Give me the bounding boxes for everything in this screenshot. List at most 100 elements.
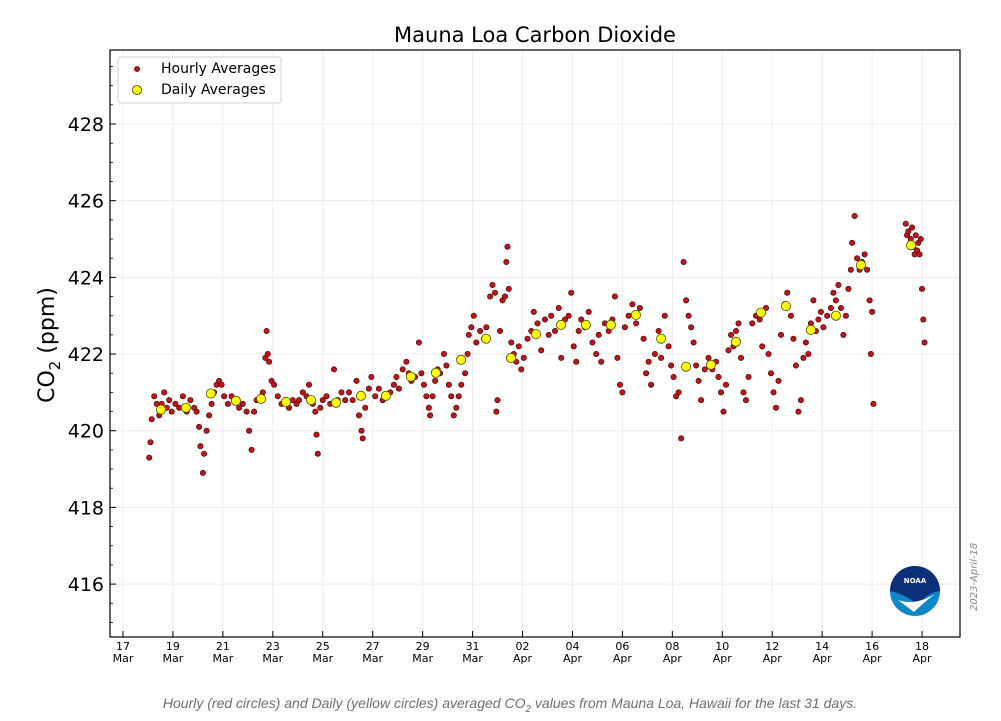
x-tick-label-day: 04 [565,640,579,653]
daily-point [830,310,841,321]
hourly-point [578,316,585,323]
noaa-logo-text: NOAA [904,577,927,585]
hourly-point [651,350,658,357]
hourly-point [749,320,756,327]
hourly-point [420,381,427,388]
hourly-point [815,316,822,323]
hourly-point [179,393,186,400]
hourly-point [172,400,179,407]
hourly-point [274,393,281,400]
x-tick-label-day: 02 [516,640,530,653]
hourly-point [820,324,827,331]
hourly-point [224,400,231,407]
hourly-point [208,400,215,407]
x-tick-label-month: Apr [713,652,733,665]
hourly-point [680,258,687,265]
hourly-point [362,404,369,411]
hourly-point [313,431,320,438]
x-tick-label-day: 19 [166,640,180,653]
hourly-point [427,412,434,419]
hourly-point [917,236,924,243]
hourly-point [251,408,258,415]
x-tick-label-day: 29 [416,640,430,653]
x-tick-label-day: 23 [266,640,280,653]
hourly-point [916,251,923,258]
daily-point [681,361,692,372]
hourly-point [375,385,382,392]
hourly-point [503,258,510,265]
hourly-point [390,381,397,388]
hourly-point [698,397,705,404]
hourly-point [765,350,772,357]
hourly-point [148,416,155,423]
hourly-point [824,312,831,319]
hourly-point [727,331,734,338]
hourly-point [151,393,158,400]
hourly-point [355,412,362,419]
hourly-point [810,297,817,304]
hourly-point [161,389,168,396]
daily-point [205,388,216,399]
daily-point [155,404,166,415]
hourly-point [611,293,618,300]
hourly-point [496,327,503,334]
hourly-point [688,324,695,331]
hourly-point [489,281,496,288]
hourly-point [551,327,558,334]
hourly-point [246,427,253,434]
hourly-point [330,366,337,373]
hourly-point [317,404,324,411]
daily-point [580,319,591,330]
hourly-point [921,339,928,346]
hourly-point [661,312,668,319]
y-tick-label: 426 [68,191,104,213]
hourly-point [787,312,794,319]
hourly-point [805,350,812,357]
hourly-point [473,339,480,346]
hourly-point [534,320,541,327]
x-tick-label-day: 17 [116,640,130,653]
hourly-point [683,297,690,304]
hourly-point [759,343,766,350]
x-tick-label-day: 25 [316,640,330,653]
hourly-point [573,358,580,365]
hourly-point [715,373,722,380]
hourly-point [701,366,708,373]
hourly-point [690,339,697,346]
x-tick-label-day: 16 [865,640,879,653]
hourly-point [508,339,515,346]
footnote-text-2: values from Mauna Loa, Hawaii for the la… [531,695,858,711]
hourly-point [483,324,490,331]
daily-point [706,359,717,370]
hourly-point [614,354,621,361]
hourly-point [565,312,572,319]
hourly-point [851,213,858,220]
hourly-point [319,397,326,404]
daily-point [855,260,866,271]
hourly-point [349,397,356,404]
hourly-point [837,304,844,311]
hourly-point [835,281,842,288]
hourly-point [902,220,909,227]
hourly-point [593,350,600,357]
hourly-point [487,293,494,300]
x-tick-label-month: Apr [663,652,683,665]
hourly-point [772,404,779,411]
hourly-point [465,331,472,338]
daily-point [630,309,641,320]
hourly-point [505,285,512,292]
hourly-point [732,327,739,334]
x-tick-label-day: 31 [466,640,480,653]
x-tick-label-month: Mar [262,652,283,665]
x-tick-label-month: Apr [813,652,833,665]
hourly-point [515,343,522,350]
hourly-point [418,370,425,377]
hourly-point [842,312,849,319]
hourly-point [425,404,432,411]
daily-point [380,390,391,401]
hourly-point [685,312,692,319]
x-tick-label-month: Apr [913,652,933,665]
hourly-point [775,377,782,384]
hourly-point [248,446,255,453]
hourly-point [168,408,175,415]
